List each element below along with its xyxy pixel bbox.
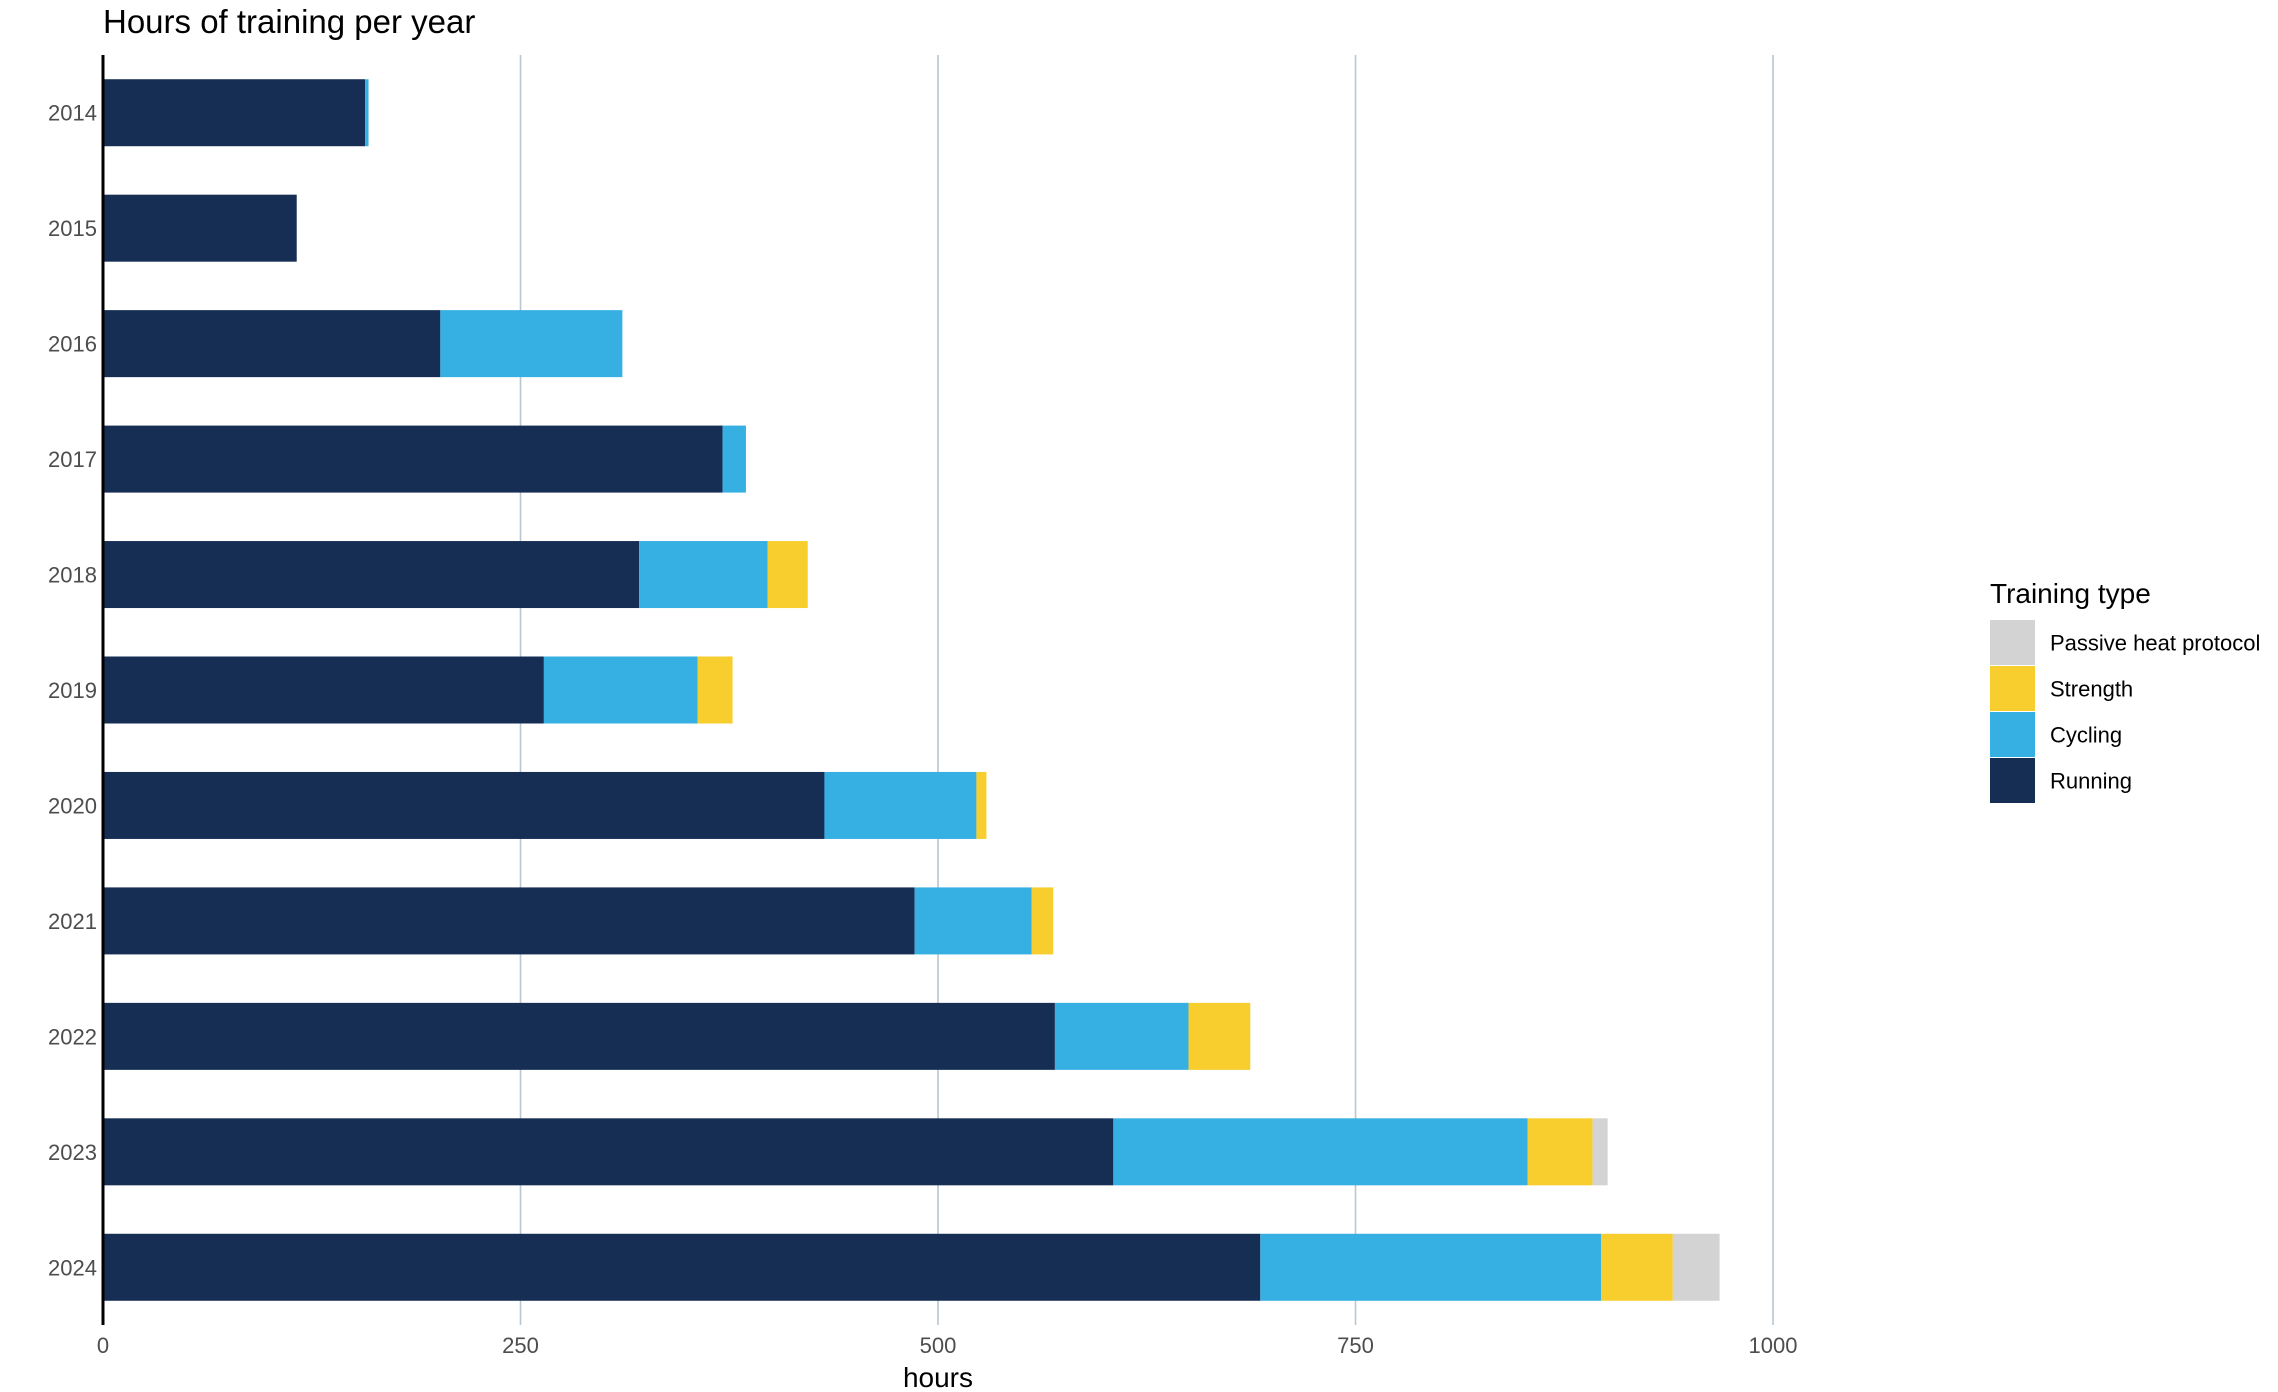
x-tick-label-1000: 1000 [1749, 1333, 1798, 1358]
bar-2022-cycling [1054, 1002, 1189, 1070]
bar-2014-cycling [365, 79, 369, 147]
bar-2019-running [103, 656, 544, 724]
y-tick-label-2014: 2014 [48, 101, 97, 126]
x-tick-labels: 0 250 500 750 1000 [97, 1333, 1798, 1358]
bar-2022-running [103, 1002, 1055, 1070]
y-tick-label-2022: 2022 [48, 1024, 97, 1049]
bar-2019-strength [697, 656, 733, 724]
y-tick-labels: 2014 2015 2016 2017 2018 2019 2020 2021 2022 2023… [48, 101, 97, 1281]
y-tick-label-2016: 2016 [48, 332, 97, 357]
legend-label-strength: Strength [2050, 677, 2133, 702]
bar-2023-cycling [1113, 1118, 1528, 1186]
bar-2023-strength [1527, 1118, 1593, 1186]
legend-label-passive-heat-protocol: Passive heat protocol [2050, 631, 2260, 656]
bars [103, 79, 1720, 1301]
bar-2020-running [103, 771, 825, 839]
bar-2015-running [103, 194, 297, 262]
bar-2018-cycling [639, 541, 768, 609]
y-tick-label-2024: 2024 [48, 1255, 97, 1280]
bar-2020-cycling [824, 771, 977, 839]
y-tick-label-2023: 2023 [48, 1140, 97, 1165]
chart-title: Hours of training per year [103, 3, 475, 40]
bar-2024-strength [1600, 1233, 1673, 1301]
bar-2022-strength [1188, 1002, 1251, 1070]
bar-2021-running [103, 887, 915, 955]
legend-key-passive-heat-protocol [1990, 620, 2035, 665]
bar-2024-running [103, 1233, 1261, 1301]
legend-label-cycling: Cycling [2050, 723, 2122, 748]
x-axis-title: hours [903, 1362, 973, 1392]
bar-2014-running [103, 79, 366, 147]
bar-2024-passive-heat-protocol [1672, 1233, 1720, 1301]
bar-2021-strength [1031, 887, 1054, 955]
bar-2017-cycling [722, 425, 746, 493]
bar-2017-running [103, 425, 723, 493]
legend-key-cycling [1990, 712, 2035, 757]
legend-key-running [1990, 758, 2035, 803]
bar-2020-strength [976, 771, 987, 839]
bar-2018-running [103, 541, 640, 609]
y-tick-label-2017: 2017 [48, 447, 97, 472]
bar-2016-cycling [440, 310, 623, 378]
bar-2016-running [103, 310, 441, 378]
x-tick-label-250: 250 [502, 1333, 539, 1358]
legend: Training type Passive heat protocol Stren… [1990, 578, 2260, 803]
y-tick-label-2020: 2020 [48, 793, 97, 818]
y-tick-label-2015: 2015 [48, 216, 97, 241]
bar-2023-running [103, 1118, 1114, 1186]
x-tick-label-500: 500 [920, 1333, 957, 1358]
bar-2018-strength [767, 541, 808, 609]
bar-2023-passive-heat-protocol [1592, 1118, 1608, 1186]
bar-2019-cycling [543, 656, 698, 724]
x-tick-label-750: 750 [1337, 1333, 1374, 1358]
y-tick-label-2019: 2019 [48, 678, 97, 703]
y-tick-label-2021: 2021 [48, 909, 97, 934]
y-tick-label-2018: 2018 [48, 563, 97, 588]
legend-title: Training type [1990, 578, 2151, 609]
bar-2024-cycling [1260, 1233, 1601, 1301]
x-tick-label-0: 0 [97, 1333, 109, 1358]
bar-2021-cycling [914, 887, 1032, 955]
legend-label-running: Running [2050, 769, 2132, 794]
legend-key-strength [1990, 666, 2035, 711]
